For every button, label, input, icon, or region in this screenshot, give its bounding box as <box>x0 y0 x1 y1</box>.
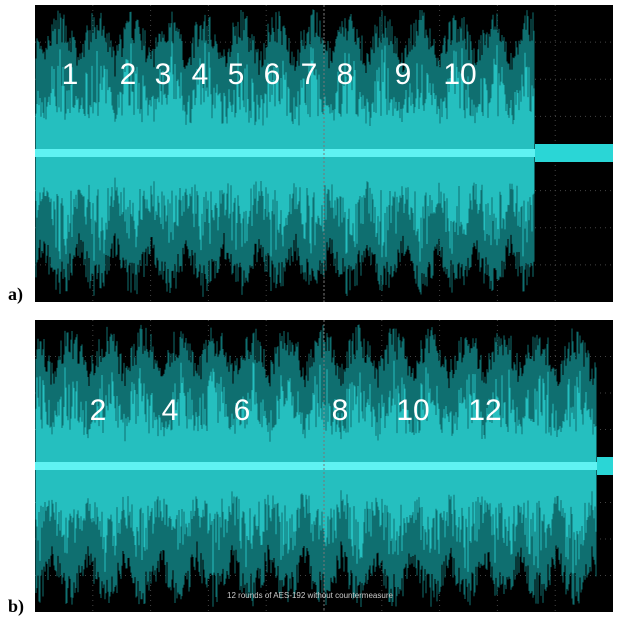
baseline-tail <box>535 144 613 162</box>
round-label: 7 <box>301 58 318 91</box>
round-label: 2 <box>120 58 137 91</box>
round-label: 4 <box>162 394 179 427</box>
figure: 12345678910 24681012 a) b) 12 rounds of … <box>0 0 618 617</box>
round-label: 4 <box>192 58 209 91</box>
round-label: 10 <box>396 394 429 427</box>
round-label: 8 <box>337 58 354 91</box>
panel-label: a) <box>8 284 23 305</box>
round-label: 12 <box>468 394 501 427</box>
panel-label: b) <box>8 596 24 617</box>
round-label: 8 <box>332 394 349 427</box>
round-label: 1 <box>62 58 79 91</box>
round-label: 3 <box>155 58 172 91</box>
round-label: 6 <box>264 58 281 91</box>
round-label: 10 <box>443 58 476 91</box>
round-label: 9 <box>395 58 412 91</box>
round-label: 6 <box>234 394 251 427</box>
round-label: 2 <box>90 394 107 427</box>
baseline-tail <box>597 457 613 475</box>
round-label: 5 <box>228 58 245 91</box>
caption: 12 rounds of AES-192 without countermeas… <box>227 591 393 600</box>
